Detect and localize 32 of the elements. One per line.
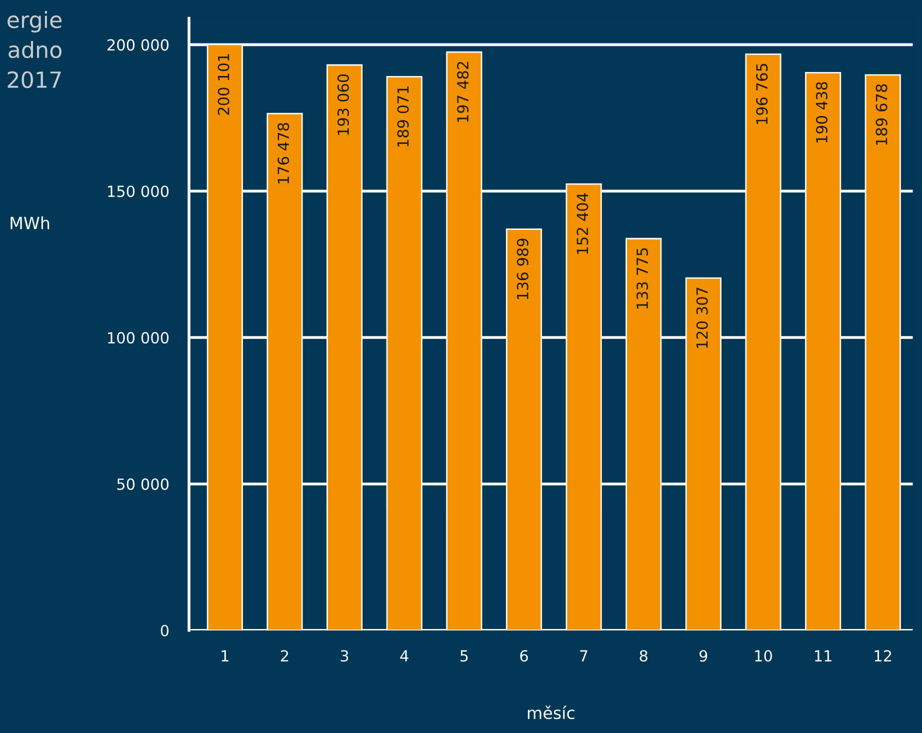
x-tick-label: 2	[280, 650, 288, 662]
x-tick-label: 8	[640, 650, 648, 662]
text: ergie adno 2017	[8, 10, 62, 88]
data-label: 189 678	[876, 84, 888, 145]
data-label: 197 482	[457, 62, 469, 122]
data-label: 176 478	[278, 122, 290, 184]
x-tick-label: 1	[222, 650, 228, 662]
data-label: 196 765	[756, 64, 768, 124]
data-label: 133 775	[636, 248, 648, 308]
x-tick-label: 5	[460, 650, 468, 662]
y-tick-label: 200 000	[108, 39, 169, 51]
y-tick-label: 50 000	[117, 478, 169, 490]
data-label: 200 101	[218, 54, 230, 115]
x-tick-label: 9	[700, 650, 708, 662]
x-tick-label: 11	[815, 650, 832, 662]
x-tick-label: 12	[874, 650, 892, 662]
y-tick-label: 100 000	[108, 332, 169, 344]
data-label: 152 404	[576, 193, 588, 254]
x-axis-title: měsíc	[528, 706, 574, 720]
y-axis-title: MWh	[10, 216, 50, 230]
data-label: 136 989	[516, 238, 528, 300]
data-label: 193 060	[337, 74, 349, 135]
data-label: 190 438	[816, 82, 828, 143]
x-tick-label: 10	[755, 650, 772, 662]
x-tick-label: 3	[340, 650, 348, 662]
x-tick-label: 4	[400, 650, 408, 662]
x-tick-label: 6	[520, 650, 528, 662]
data-label: 120 307	[696, 288, 708, 348]
y-tick-label: 0	[160, 624, 169, 636]
data-label: 189 071	[397, 86, 409, 147]
x-tick-label: 7	[580, 650, 588, 662]
y-tick-label: 150 000	[108, 186, 169, 198]
